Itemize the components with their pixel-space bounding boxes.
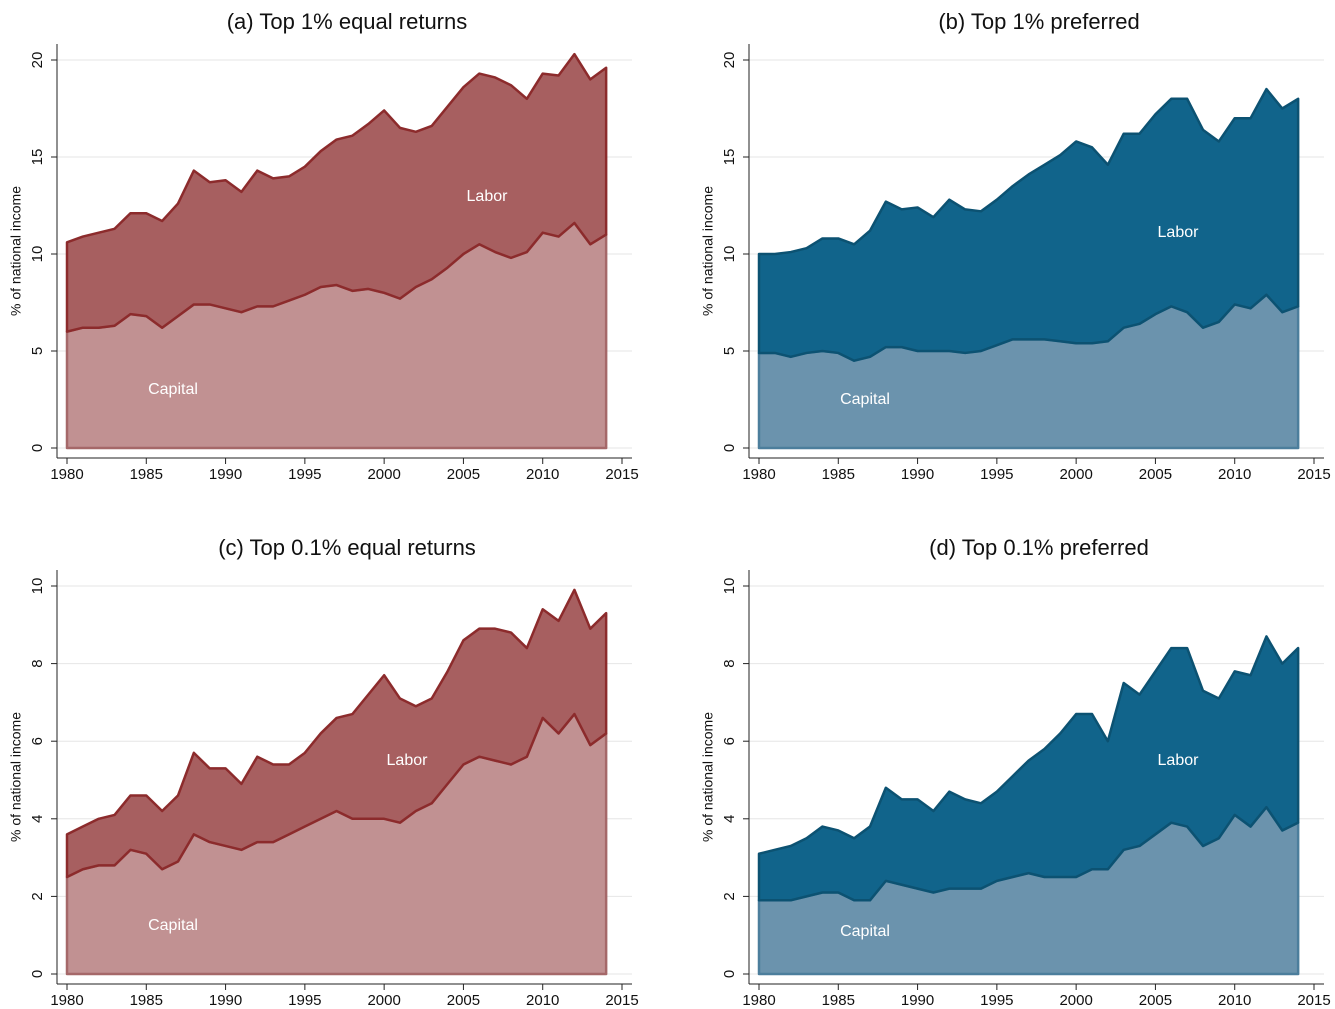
x-tick-label: 2015: [605, 466, 638, 483]
panel-title: (a) Top 1% equal returns: [227, 9, 468, 34]
x-tick-label: 2005: [447, 466, 480, 483]
area: [757, 635, 1300, 902]
x-tick-label: 2000: [367, 992, 400, 1009]
area-label: Capital: [148, 381, 198, 398]
x-tick-label: 1985: [822, 992, 855, 1009]
area-label: Capital: [840, 391, 890, 408]
y-tick-label: 2: [29, 892, 46, 900]
area-label: Capital: [148, 917, 198, 934]
y-tick-label: 0: [29, 970, 46, 978]
y-tick-label: 6: [721, 737, 738, 745]
x-tick-label: 2000: [1059, 992, 1092, 1009]
y-tick-label: 0: [29, 444, 46, 452]
area-label: Capital: [840, 923, 890, 940]
x-tick-label: 1995: [980, 466, 1013, 483]
panel-title: (c) Top 0.1% equal returns: [218, 535, 476, 560]
x-tick-label: 2010: [1218, 992, 1251, 1009]
y-tick-label: 10: [29, 578, 46, 595]
x-tick-label: 1990: [901, 466, 934, 483]
x-tick-label: 1980: [50, 992, 83, 1009]
y-tick-label: 2: [721, 892, 738, 900]
y-tick-label: 10: [721, 246, 738, 263]
x-tick-label: 2010: [526, 992, 559, 1009]
y-tick-label: 8: [29, 659, 46, 667]
x-tick-label: 2010: [526, 466, 559, 483]
x-tick-label: 1980: [742, 992, 775, 1009]
y-tick-label: 20: [29, 52, 46, 69]
x-tick-label: 2005: [1139, 466, 1172, 483]
x-tick-label: 2015: [1297, 466, 1330, 483]
area: [757, 87, 1300, 362]
x-tick-label: 1985: [130, 466, 163, 483]
x-tick-label: 2000: [367, 466, 400, 483]
panel-title: (b) Top 1% preferred: [938, 9, 1139, 34]
x-tick-label: 2005: [447, 992, 480, 1009]
x-tick-label: 1995: [288, 466, 321, 483]
y-tick-label: 5: [29, 347, 46, 355]
panel-title: (d) Top 0.1% preferred: [929, 535, 1149, 560]
area: [65, 588, 608, 879]
y-tick-label: 5: [721, 347, 738, 355]
x-tick-label: 2005: [1139, 992, 1172, 1009]
y-axis-label: % of national income: [700, 186, 716, 316]
y-tick-label: 10: [29, 246, 46, 263]
y-tick-label: 20: [721, 52, 738, 69]
y-tick-label: 4: [29, 815, 46, 823]
area-label: Labor: [1158, 224, 1200, 241]
x-tick-label: 1980: [50, 466, 83, 483]
area: [65, 52, 608, 333]
x-tick-label: 2000: [1059, 466, 1092, 483]
x-tick-label: 1985: [130, 992, 163, 1009]
area-label: Labor: [467, 188, 509, 205]
x-tick-label: 1995: [980, 992, 1013, 1009]
x-tick-label: 2010: [1218, 466, 1251, 483]
y-tick-label: 4: [721, 815, 738, 823]
x-tick-label: 1990: [901, 992, 934, 1009]
y-tick-label: 15: [721, 149, 738, 166]
x-tick-label: 1980: [742, 466, 775, 483]
y-tick-label: 6: [29, 737, 46, 745]
area-label: Labor: [387, 752, 429, 769]
x-tick-label: 1990: [209, 992, 242, 1009]
x-tick-label: 2015: [605, 992, 638, 1009]
x-tick-label: 2015: [1297, 992, 1330, 1009]
y-axis-label: % of national income: [700, 712, 716, 842]
y-tick-label: 8: [721, 659, 738, 667]
y-axis-label: % of national income: [8, 186, 24, 316]
y-tick-label: 10: [721, 578, 738, 595]
area-label: Labor: [1158, 752, 1200, 769]
y-tick-label: 15: [29, 149, 46, 166]
x-tick-label: 1985: [822, 466, 855, 483]
x-tick-label: 1990: [209, 466, 242, 483]
y-axis-label: % of national income: [8, 712, 24, 842]
y-tick-label: 0: [721, 444, 738, 452]
y-tick-label: 0: [721, 970, 738, 978]
x-tick-label: 1995: [288, 992, 321, 1009]
